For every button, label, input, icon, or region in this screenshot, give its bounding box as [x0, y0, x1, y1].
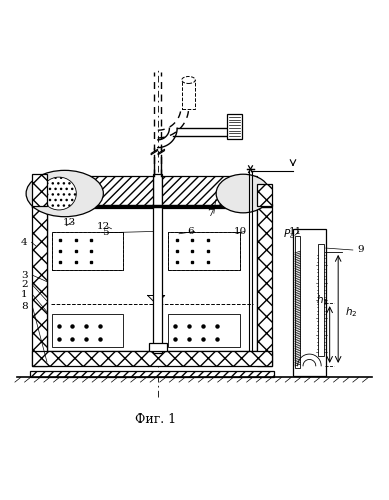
Bar [168, 314, 240, 346]
Bar [182, 80, 195, 109]
Bar [32, 205, 272, 208]
Text: Фиг. 1: Фиг. 1 [135, 414, 177, 426]
Text: $h_1$: $h_1$ [315, 294, 328, 307]
Bar [30, 370, 274, 378]
Bar [47, 204, 257, 351]
Bar [149, 342, 167, 351]
Text: 11: 11 [288, 227, 301, 236]
Bar [293, 229, 326, 376]
Bar [52, 232, 123, 270]
Text: 7: 7 [207, 209, 213, 218]
Bar [52, 314, 123, 346]
Bar [32, 174, 47, 206]
Text: 2: 2 [21, 280, 28, 289]
Text: 6: 6 [187, 227, 194, 236]
Text: 8: 8 [21, 302, 28, 310]
Text: 5: 5 [102, 228, 109, 237]
Text: 10: 10 [234, 227, 247, 236]
Bar [319, 244, 324, 356]
Ellipse shape [42, 177, 76, 210]
Bar [47, 176, 153, 208]
Text: 1: 1 [21, 290, 28, 299]
Text: 13: 13 [62, 218, 75, 226]
Bar [153, 174, 163, 353]
Bar [257, 184, 272, 206]
Ellipse shape [216, 174, 270, 213]
Text: 3: 3 [21, 270, 28, 280]
Bar [168, 232, 240, 270]
Text: 12: 12 [97, 222, 110, 232]
Bar [32, 204, 47, 366]
Bar [52, 232, 123, 270]
Ellipse shape [26, 170, 103, 216]
Text: 4: 4 [21, 238, 27, 247]
Ellipse shape [182, 76, 195, 84]
Bar [163, 176, 257, 208]
Bar [295, 236, 300, 368]
Bar [227, 114, 242, 139]
Text: 9: 9 [357, 246, 364, 254]
Bar [168, 232, 240, 270]
Bar [257, 204, 272, 366]
Text: $h_2$: $h_2$ [345, 305, 357, 318]
Bar [32, 351, 272, 366]
Text: $P_a$: $P_a$ [283, 228, 295, 241]
